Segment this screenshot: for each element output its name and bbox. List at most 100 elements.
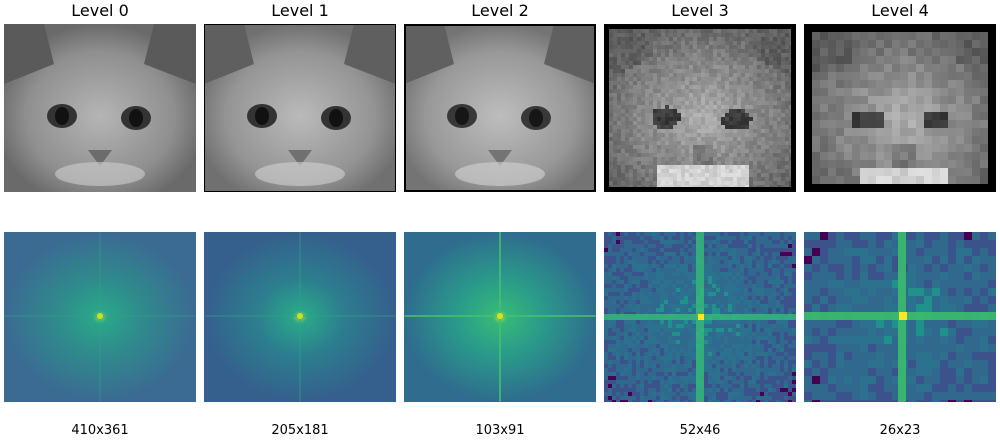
spectrum-cell — [620, 392, 624, 396]
spectrum-cell — [788, 288, 792, 292]
spectrum-cell — [748, 376, 752, 380]
image-pixel — [948, 144, 956, 152]
image-pixel — [876, 136, 884, 144]
image-pixel — [617, 165, 621, 169]
spectrum-cell — [656, 324, 660, 328]
image-pixel — [761, 157, 765, 161]
spectrum-cell — [720, 272, 724, 276]
spectrum-cell — [736, 244, 740, 248]
spectrum-cell — [612, 364, 616, 368]
image-pixel — [689, 161, 693, 165]
spectrum-cell — [932, 288, 940, 296]
spectrum-cell — [752, 300, 756, 304]
image-pixel — [697, 129, 701, 133]
spectrum-cell — [940, 328, 948, 336]
spectrum-cell — [624, 368, 628, 372]
spectrum-cell — [720, 292, 724, 296]
image-pixel — [749, 161, 753, 165]
image-pixel — [657, 37, 661, 41]
spectrum-cell — [608, 360, 612, 364]
image-pixel — [940, 152, 948, 160]
image-pixel — [761, 53, 765, 57]
spectrum-cell — [604, 300, 608, 304]
spectrum-cell — [704, 332, 708, 336]
spectrum-cell — [656, 364, 660, 368]
image-pixel — [844, 48, 852, 56]
spectrum-cell — [708, 348, 712, 352]
spectrum-cell — [604, 388, 608, 392]
spectrum-cell — [612, 264, 616, 268]
spectrum-cell — [612, 400, 616, 402]
image-pixel — [621, 161, 625, 165]
image-pixel — [689, 121, 693, 125]
spectrum-cell — [724, 300, 728, 304]
spectrum-cell — [736, 372, 740, 376]
image-pixel — [649, 145, 653, 149]
image-pixel — [828, 168, 836, 176]
image-pixel — [665, 69, 669, 73]
spectrum-cell — [688, 376, 692, 380]
spectrum-cell — [836, 376, 844, 384]
image-pixel — [940, 128, 948, 136]
image-pixel — [757, 65, 761, 69]
image-pixel — [876, 104, 884, 112]
spectrum-cell — [788, 232, 792, 236]
spectrum-cell — [632, 300, 636, 304]
image-pixel — [741, 145, 745, 149]
image-pixel — [745, 29, 749, 33]
image-pixel — [964, 128, 972, 136]
spectrum-cell — [764, 320, 768, 324]
image-pixel — [701, 73, 705, 77]
spectrum-cell — [716, 328, 720, 332]
spectrum-cell — [652, 308, 656, 312]
spectrum-cell — [680, 356, 684, 360]
spectrum-cell — [772, 376, 776, 380]
spectrum-cell — [852, 400, 860, 402]
spectrum-cell — [728, 396, 732, 400]
image-pixel — [713, 73, 717, 77]
image-pixel — [625, 65, 629, 69]
spectrum-cell — [884, 320, 892, 328]
image-pixel — [645, 137, 649, 141]
image-pixel — [753, 37, 757, 41]
image-pixel — [629, 113, 633, 117]
spectrum-cell — [744, 248, 748, 252]
image-pixel — [721, 101, 725, 105]
spectrum-cell — [884, 336, 892, 344]
image-pixel — [693, 93, 697, 97]
image-pixel — [868, 96, 876, 104]
image-pixel — [697, 165, 701, 169]
spectrum-cell — [720, 260, 724, 264]
spectrum-cell — [608, 352, 612, 356]
image-pixel — [892, 160, 900, 168]
spectrum-cell — [844, 272, 852, 280]
image-pixel — [677, 145, 681, 149]
image-pixel — [773, 133, 777, 137]
spectrum-cell — [708, 292, 712, 296]
image-pixel — [689, 73, 693, 77]
image-pixel — [621, 41, 625, 45]
spectrum-cell — [772, 356, 776, 360]
spectrum-cell — [792, 264, 796, 268]
image-pixel — [681, 121, 685, 125]
image-pixel — [721, 45, 725, 49]
image-pixel — [769, 165, 773, 169]
spectrum-cell — [732, 368, 736, 372]
image-pixel — [753, 141, 757, 145]
spectrum-cell — [676, 340, 680, 344]
spectrum-cell — [948, 264, 956, 272]
image-pixel — [613, 133, 617, 137]
image-pixel — [761, 41, 765, 45]
spectrum-cell — [732, 304, 736, 308]
spectrum-cell — [948, 328, 956, 336]
spectrum-cell — [712, 348, 716, 352]
image-pixel — [757, 117, 761, 121]
spectrum-cell — [760, 272, 764, 276]
spectrum-cell — [784, 320, 788, 324]
spectrum-cell — [812, 336, 820, 344]
spectrum-cell — [724, 284, 728, 288]
image-pixel — [709, 85, 713, 89]
spectrum-cell — [892, 296, 900, 304]
spectrum-cell — [608, 320, 612, 324]
spectrum-cell — [616, 368, 620, 372]
